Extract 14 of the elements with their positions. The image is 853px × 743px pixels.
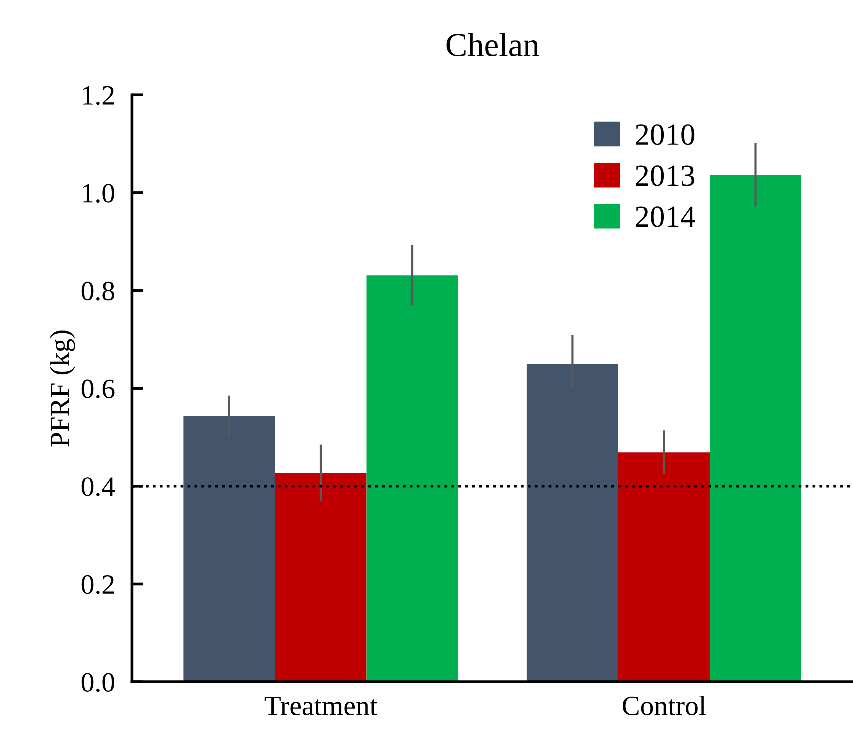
- chart-title: Chelan: [446, 33, 540, 57]
- y-tick-label: 0.8: [82, 282, 114, 301]
- y-tick-label: 0.4: [82, 478, 116, 496]
- y-tick-label: 0.0: [82, 673, 114, 692]
- legend-label: 2013: [636, 166, 695, 186]
- y-tick-label: 0.6: [82, 380, 115, 399]
- y-axis-title: PFRF (kg): [50, 330, 76, 447]
- legend-label: 2010: [636, 124, 695, 146]
- legend-label: 2014: [636, 206, 696, 228]
- x-tick-label: Treatment: [264, 697, 378, 716]
- y-tick-label: 0.2: [82, 575, 114, 594]
- y-tick-label: 1.2: [83, 86, 114, 106]
- x-tick-label: Control: [622, 696, 706, 716]
- y-tick-label: 1.0: [83, 184, 114, 203]
